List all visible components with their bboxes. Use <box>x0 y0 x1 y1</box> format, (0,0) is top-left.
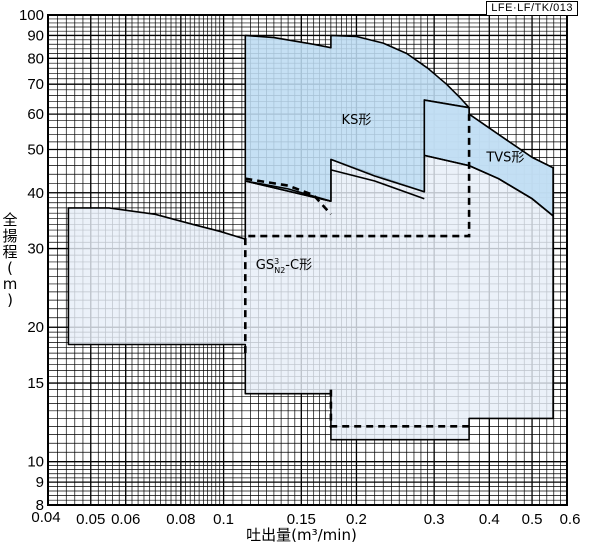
y-tick-label: 50 <box>27 141 44 158</box>
dashed-curve-5 <box>329 389 470 428</box>
y-tick-label: 30 <box>27 241 44 258</box>
y-axis-ticks: 8 9 10 15 20 30 40 50 60 70 80 90 100 <box>19 7 44 514</box>
x-tick-label: 0.4 <box>479 511 500 528</box>
x-tick-label: 0.6 <box>560 511 581 528</box>
x-tick-label: 0.1 <box>213 511 234 528</box>
x-tick-label: 0.04 <box>31 509 60 526</box>
region-label-0: GS3 N2-C形 <box>256 257 312 275</box>
x-tick-label: 0.15 <box>287 511 316 528</box>
y-tick-label: 10 <box>27 454 44 471</box>
x-axis-label: 吐出量(m³/min) <box>246 526 357 544</box>
y-tick-label: 80 <box>27 50 44 67</box>
x-tick-label: 0.06 <box>111 511 140 528</box>
y-tick-label: 100 <box>19 7 44 24</box>
curves <box>244 114 554 428</box>
y-tick-label: 70 <box>27 76 44 93</box>
y-tick-label: 90 <box>27 27 44 44</box>
curve-1 <box>424 154 554 217</box>
curve-0 <box>330 169 425 200</box>
x-axis-ticks: 0.04 0.05 0.06 0.08 0.1 0.15 0.2 0.3 0.4 0.5 0.6 <box>31 509 580 528</box>
region-labels: GS3 N2-C形 KS形 TVS形 <box>256 113 525 275</box>
region-label-1: KS形 <box>342 113 372 128</box>
plot-frame <box>47 14 568 506</box>
y-tick-label: 60 <box>27 106 44 123</box>
x-tick-label: 0.2 <box>346 511 367 528</box>
region-label-2: TVS形 <box>485 150 524 165</box>
y-tick-label: 15 <box>27 375 44 392</box>
y-axis-label: 全揚程(m) <box>2 211 18 309</box>
y-tick-label: 40 <box>27 185 44 202</box>
regions <box>67 34 554 441</box>
y-tick-label: 20 <box>27 319 44 336</box>
x-tick-label: 0.5 <box>522 511 543 528</box>
y-tick-label: 9 <box>36 474 44 491</box>
y-tick-label: 8 <box>36 497 44 514</box>
code-label: LFE·LF/TK/013 <box>486 1 578 16</box>
dashed-curve-4 <box>244 114 471 354</box>
x-tick-label: 0.05 <box>76 511 105 528</box>
x-tick-label: 0.3 <box>424 511 445 528</box>
x-tick-label: 0.08 <box>166 511 195 528</box>
region-1 <box>244 34 470 202</box>
